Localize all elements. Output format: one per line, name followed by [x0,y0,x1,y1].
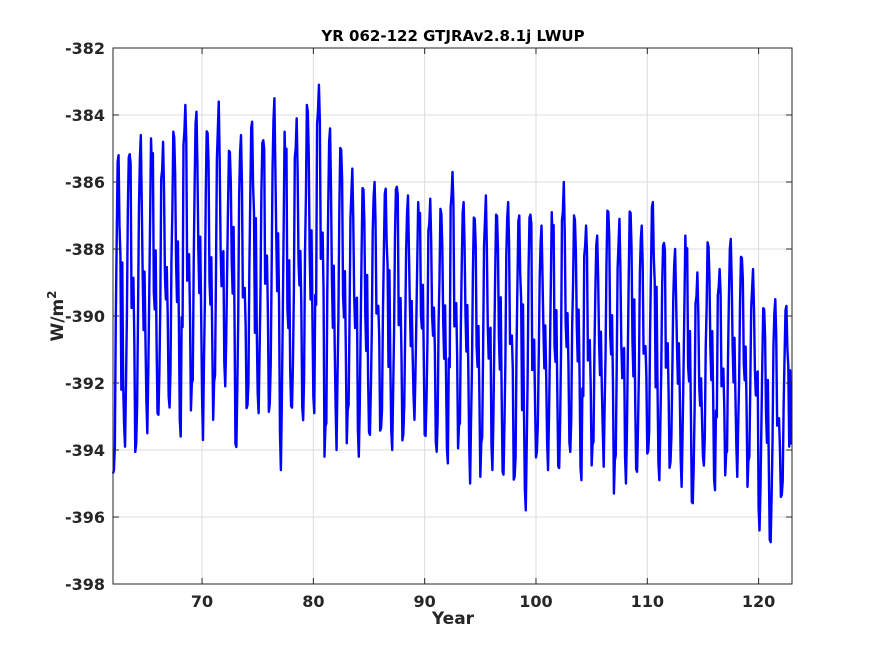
y-tick-label: -388 [65,240,105,259]
y-tick-label: -396 [65,508,105,527]
y-axis-ticks: -398 -396 -394 -392 -390 -388 -386 -384 -382 [65,39,792,594]
x-tick-label: 100 [519,592,552,611]
x-tick-label: 70 [191,592,213,611]
y-tick-label: -394 [65,441,105,460]
y-axis-title-base: W/m [48,299,68,342]
y-tick-label: -384 [65,106,105,125]
x-tick-label: 120 [742,592,775,611]
y-axis-title: W/m2 [45,290,68,341]
y-tick-label: -382 [65,39,105,58]
series-line [111,83,793,544]
x-tick-label: 110 [631,592,664,611]
y-tick-label: -390 [65,307,105,326]
y-tick-label: -386 [65,173,105,192]
series-line-layer [111,83,793,544]
y-tick-label: -398 [65,575,105,594]
x-axis-ticks: 70 80 90 100 110 120 [191,48,775,611]
chart-title: YR 062-122 GTJRAv2.8.1j LWUP [320,27,584,45]
x-tick-label: 80 [302,592,324,611]
y-axis-title-superscript: 2 [45,290,59,298]
y-tick-label: -392 [65,374,105,393]
x-axis-title: Year [431,609,475,629]
x-tick-label: 90 [414,592,436,611]
